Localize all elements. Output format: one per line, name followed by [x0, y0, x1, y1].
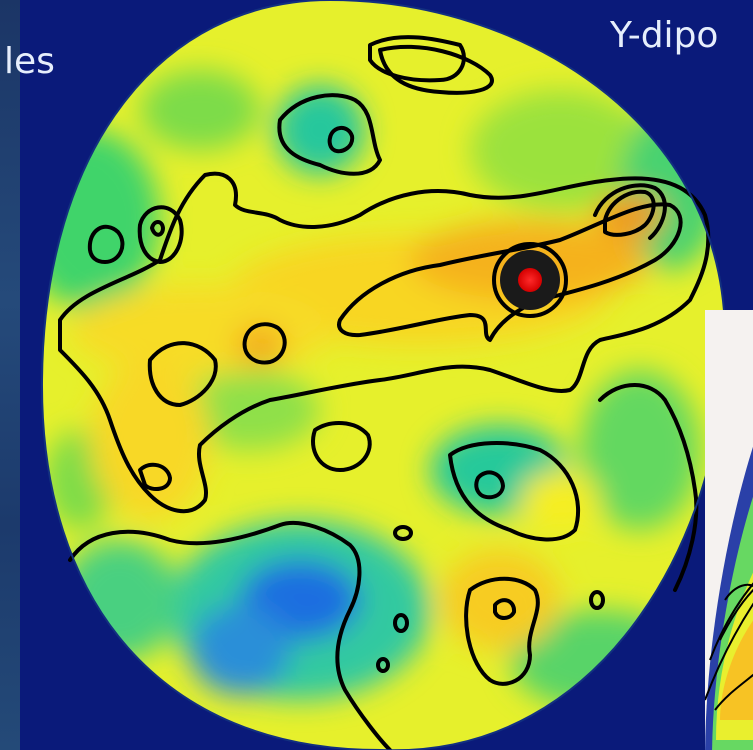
contour-lines [40, 0, 727, 750]
partial-label-left: les [4, 41, 55, 82]
partial-second-map [705, 310, 753, 750]
partial-label-right: Y-dipo [610, 15, 719, 56]
left-edge-strip [0, 0, 20, 750]
red-dot-marker [492, 242, 568, 318]
